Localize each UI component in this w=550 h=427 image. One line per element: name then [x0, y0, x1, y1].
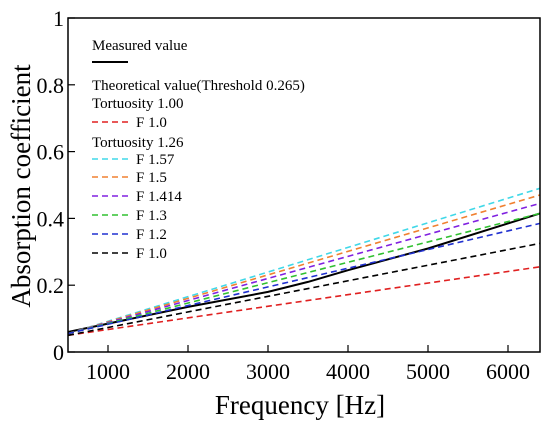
y-tick-label: 1 [53, 6, 64, 31]
x-tick-label: 1000 [86, 359, 130, 384]
series-line-f1414 [67, 202, 541, 335]
legend-label-f1414: F 1.414 [136, 189, 182, 205]
series-line-measured [67, 212, 541, 333]
x-tick-label: 6000 [486, 359, 530, 384]
series-line-f15 [67, 194, 541, 335]
legend-header: Measured value [92, 38, 188, 54]
legend-label-f12: F 1.2 [136, 227, 167, 243]
y-tick-label: 0.4 [37, 206, 65, 231]
legend-label-f15: F 1.5 [136, 170, 167, 186]
series-line-f12 [67, 222, 541, 335]
x-tick-label: 2000 [166, 359, 210, 384]
legend-header: Theoretical value(Threshold 0.265) [92, 78, 305, 94]
legend-label-f13: F 1.3 [136, 208, 167, 224]
legend-header: Tortuosity 1.26 [92, 135, 184, 151]
y-tick-label: 0 [53, 340, 64, 365]
legend-label-f157: F 1.57 [136, 152, 175, 168]
x-tick-label: 5000 [406, 359, 450, 384]
series-line-f157 [67, 187, 541, 335]
x-axis-title: Frequency [Hz] [215, 390, 385, 420]
y-tick-label: 0.6 [37, 140, 65, 165]
x-tick-label: 3000 [246, 359, 290, 384]
y-axis-title: Absorption coefficient [6, 64, 36, 308]
plot-frame [67, 17, 541, 353]
x-tick-label: 4000 [326, 359, 370, 384]
legend-label-f10: F 1.0 [136, 246, 167, 262]
series-line-f13 [67, 212, 541, 335]
legend-label-t100_f10: F 1.0 [136, 115, 167, 131]
y-tick-label: 0.8 [37, 73, 65, 98]
y-tick-label: 0.2 [37, 273, 65, 298]
series-line-f10 [67, 242, 541, 337]
legend-header: Tortuosity 1.00 [92, 96, 183, 112]
series-line-t100_f10 [67, 266, 541, 337]
